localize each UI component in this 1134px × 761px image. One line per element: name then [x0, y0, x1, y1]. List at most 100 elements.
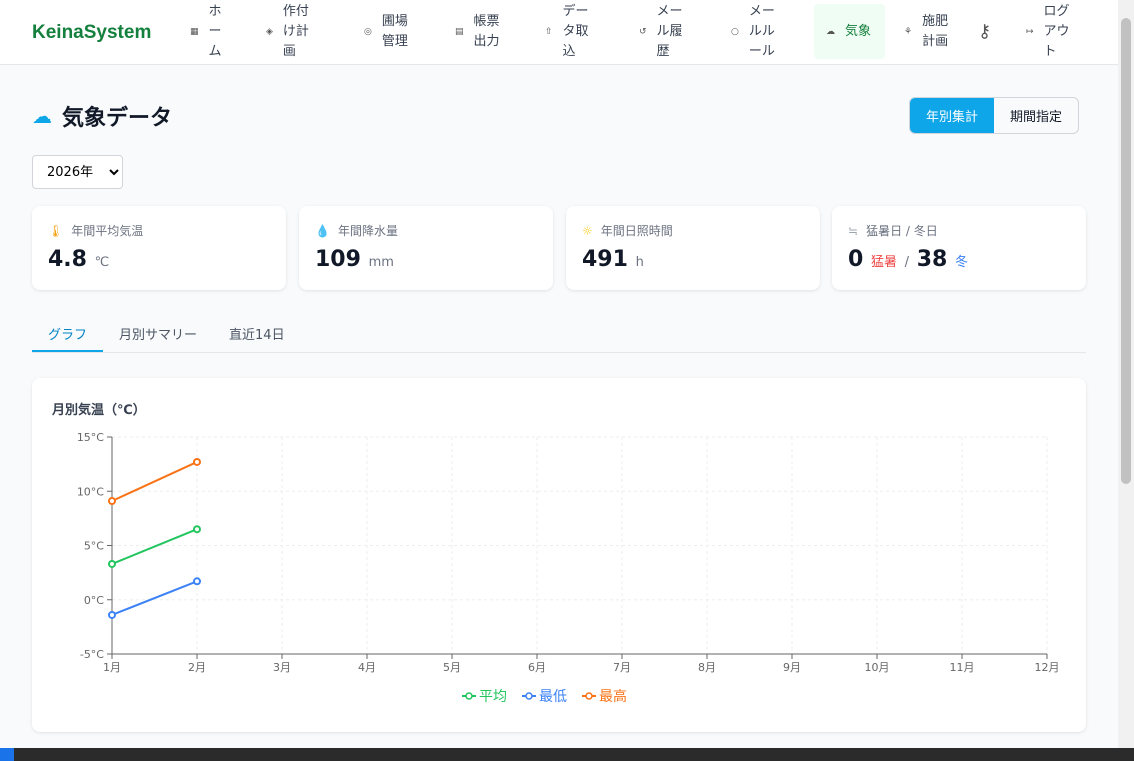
tab-monthly-summary[interactable]: 月別サマリー: [119, 328, 198, 343]
card-avg-temp: 🌡 年間平均気温 4.8 ℃: [32, 206, 286, 290]
x-tick-label: 1月: [103, 661, 121, 674]
data-point: [193, 457, 201, 466]
logo[interactable]: KeinaSystem: [32, 22, 152, 43]
nav-item-8[interactable]: ⚘ 施肥計画: [904, 4, 950, 59]
wind-icon: ≒: [848, 223, 859, 238]
chart-title: 月別気温（℃）: [52, 403, 146, 418]
start-button[interactable]: [0, 748, 14, 761]
card-unit: 猛暑: [870, 255, 897, 270]
nav-item-9[interactable]: ⚷: [978, 4, 1001, 59]
year-select[interactable]: 2026年: [32, 155, 123, 189]
circle-icon: ○: [731, 26, 739, 37]
chart-card: 月別気温（℃） -5°C 0°C 5°C 10°C 15°C 1月 2月 3月 4月 5月 6月 7月…: [32, 378, 1086, 732]
card-label: 年間降水量: [337, 224, 398, 238]
nav-label: メール履歴: [656, 3, 683, 59]
y-tick-label: 10°C: [77, 485, 104, 498]
key-icon: ⚷: [978, 20, 992, 42]
data-point: [193, 525, 201, 534]
nav-label: 施肥計画: [922, 13, 949, 49]
legend-marker: [585, 692, 593, 700]
taskbar: [0, 748, 1134, 761]
nav-item-6[interactable]: ○ メールルール: [731, 4, 777, 59]
sun-icon: ☼: [582, 223, 593, 238]
y-tick-label: 5°C: [84, 540, 104, 553]
nav-label: ホーム: [208, 3, 222, 59]
nav-item-0[interactable]: ▦ ホーム: [190, 4, 223, 59]
card-value: 4.8: [48, 247, 87, 272]
period-button[interactable]: 期間指定: [1010, 110, 1063, 125]
legend-marker: [465, 692, 473, 700]
x-tick-label: 12月: [1035, 661, 1060, 674]
card-label: 年間平均気温: [71, 224, 144, 238]
sprout-icon: ⚘: [904, 26, 913, 37]
data-point: [193, 577, 201, 586]
scrollbar[interactable]: [1118, 0, 1134, 748]
card-unit: h: [635, 255, 644, 270]
card-sunshine: ☼ 年間日照時間 491 h: [566, 206, 820, 290]
x-tick-label: 2月: [188, 661, 206, 674]
card-value: 0: [848, 247, 864, 272]
card-unit: mm: [368, 255, 394, 270]
upload-icon: ⇧: [545, 26, 553, 37]
nav-label: メールルール: [748, 3, 775, 59]
nav-item-2[interactable]: ◎ 圃場管理: [364, 4, 410, 59]
data-point: [108, 610, 116, 619]
tabs: グラフ 月別サマリー 直近14日: [32, 314, 1086, 353]
x-tick-label: 10月: [865, 661, 890, 674]
cloud-icon: ☁: [826, 26, 835, 37]
tab-graph[interactable]: グラフ: [32, 314, 104, 352]
nav-label: 気象: [845, 23, 872, 39]
view-toggle: 年別集計 期間指定: [909, 97, 1080, 134]
top-nav: KeinaSystem: [0, 0, 1118, 65]
yearly-button[interactable]: 年別集計: [910, 98, 995, 133]
nav-item-5[interactable]: ↺ メール履歴: [639, 4, 685, 59]
x-tick-label: 4月: [358, 661, 376, 674]
nav-item-1[interactable]: ◈ 作付け計画: [266, 4, 311, 59]
data-point: [108, 497, 116, 506]
card-value: 491: [582, 247, 628, 272]
y-tick-label: -5°C: [80, 648, 104, 661]
grid-icon: ▦: [190, 26, 199, 37]
leaf-icon: ◈: [266, 26, 273, 37]
scrollbar-thumb[interactable]: [1121, 18, 1131, 484]
nav-label: データ取込: [562, 3, 589, 59]
x-tick-label: 7月: [613, 661, 631, 674]
x-tick-label: 6月: [528, 661, 546, 674]
tab-recent-14days[interactable]: 直近14日: [229, 328, 285, 343]
legend-marker: [525, 692, 533, 700]
page-title-text: 気象データ: [62, 106, 173, 131]
nav-item-10[interactable]: ↦ ログアウト: [1026, 4, 1072, 59]
nav-label: 圃場管理: [381, 13, 408, 49]
y-tick-label: 15°C: [77, 431, 104, 444]
x-tick-label: 9月: [783, 661, 801, 674]
series-line-平均: [111, 528, 198, 565]
x-tick-label: 3月: [273, 661, 291, 674]
legend-label: 最高: [599, 688, 627, 705]
card-hot-cold-days: ≒ 猛暑日 / 冬日 0 猛暑 / 38 冬: [832, 206, 1086, 290]
history-icon: ↺: [639, 26, 647, 37]
card-unit2: 冬: [955, 255, 969, 270]
card-value2: 38: [916, 247, 948, 272]
card-precipitation: 💧 年間降水量 109 mm: [299, 206, 553, 290]
data-point: [108, 559, 116, 568]
x-tick-label: 5月: [443, 661, 461, 674]
cloud-icon: ☁: [32, 104, 52, 128]
x-tick-label: 8月: [698, 661, 716, 674]
map-pin-icon: ◎: [364, 26, 372, 37]
card-label: 年間日照時間: [600, 224, 673, 238]
logout-icon: ↦: [1026, 26, 1034, 37]
nav-item-7[interactable]: ☁ 気象: [814, 4, 885, 59]
droplet-icon: 💧: [315, 223, 330, 238]
card-label: 猛暑日 / 冬日: [866, 224, 938, 238]
nav-item-3[interactable]: ▤ 帳票出力: [455, 4, 502, 59]
x-tick-label: 11月: [950, 661, 975, 674]
separator: /: [904, 255, 910, 270]
nav-label: 作付け計画: [282, 3, 309, 59]
document-icon: ▤: [455, 26, 464, 37]
series-line-最高: [111, 461, 198, 502]
nav-label: 帳票出力: [473, 13, 500, 49]
card-value: 109: [315, 247, 361, 272]
legend-label: 最低: [539, 689, 567, 705]
nav-item-4[interactable]: ⇧ データ取込: [545, 4, 591, 59]
y-tick-label: 0°C: [84, 594, 104, 607]
